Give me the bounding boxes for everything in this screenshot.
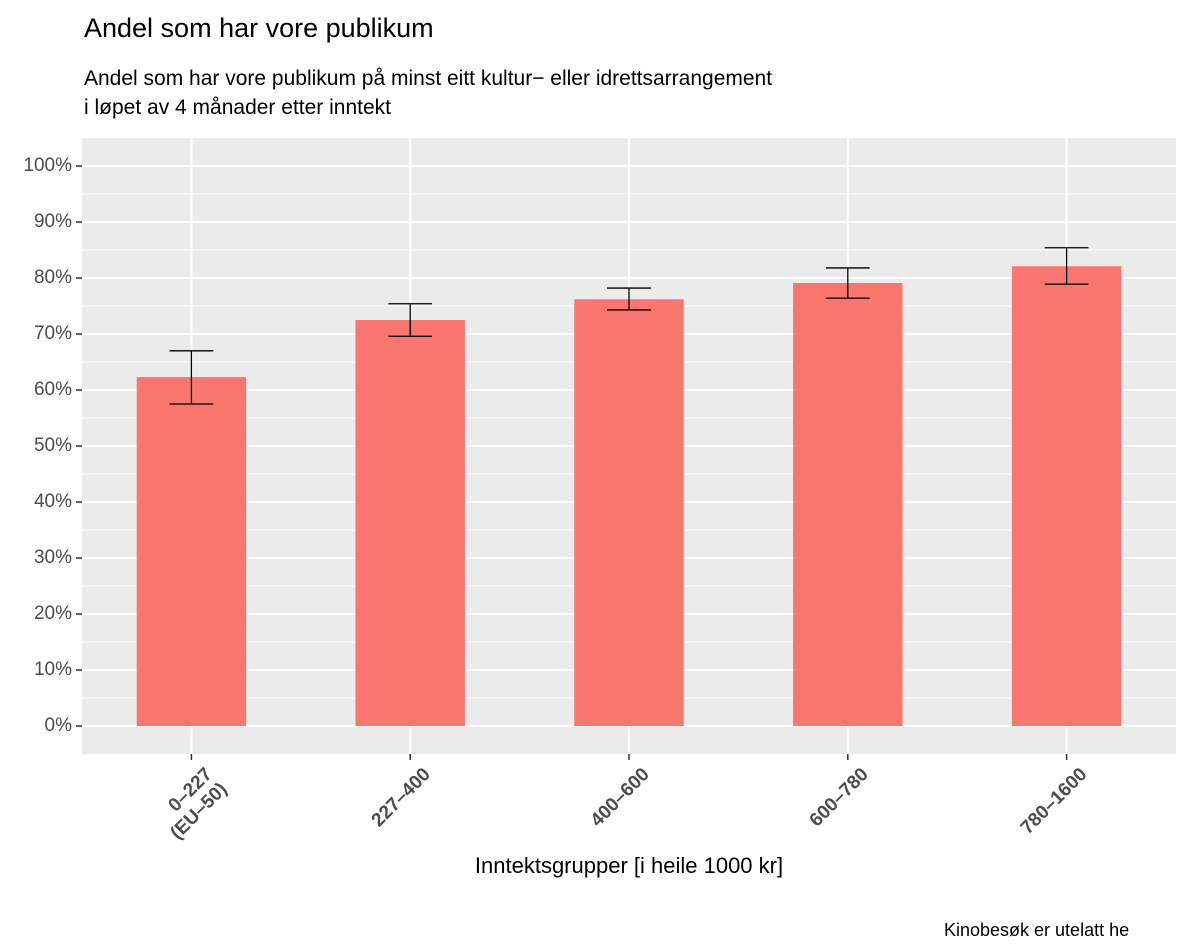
y-tick-label: 90%: [34, 211, 72, 232]
error-bar: [1044, 247, 1089, 285]
error-bar: [825, 267, 870, 299]
y-tick-label: 100%: [23, 155, 72, 176]
bar: [1011, 266, 1122, 726]
error-bar: [169, 350, 214, 405]
y-tick-label: 80%: [34, 267, 72, 288]
bar: [136, 377, 247, 726]
y-tick-label: 70%: [34, 323, 72, 344]
y-tick-label: 40%: [34, 491, 72, 512]
bar: [355, 320, 465, 726]
error-bar: [388, 303, 433, 337]
y-tick-label: 20%: [34, 603, 72, 624]
bar: [574, 299, 684, 726]
error-bar: [607, 287, 651, 311]
y-tick-label: 50%: [34, 435, 72, 456]
y-tick-label: 0%: [45, 715, 73, 736]
chart-subtitle: Andel som har vore publikum på minst eit…: [84, 67, 773, 119]
bar: [793, 283, 903, 726]
x-axis-title: Inntektsgrupper [i heile 1000 kr]: [475, 853, 783, 878]
chart-title: Andel som har vore publikum: [84, 13, 434, 43]
y-tick-label: 10%: [34, 659, 72, 680]
y-tick-label: 60%: [34, 379, 72, 400]
caption: Kinobesøk er utelatt he: [944, 920, 1129, 940]
y-tick-label: 30%: [34, 547, 72, 568]
